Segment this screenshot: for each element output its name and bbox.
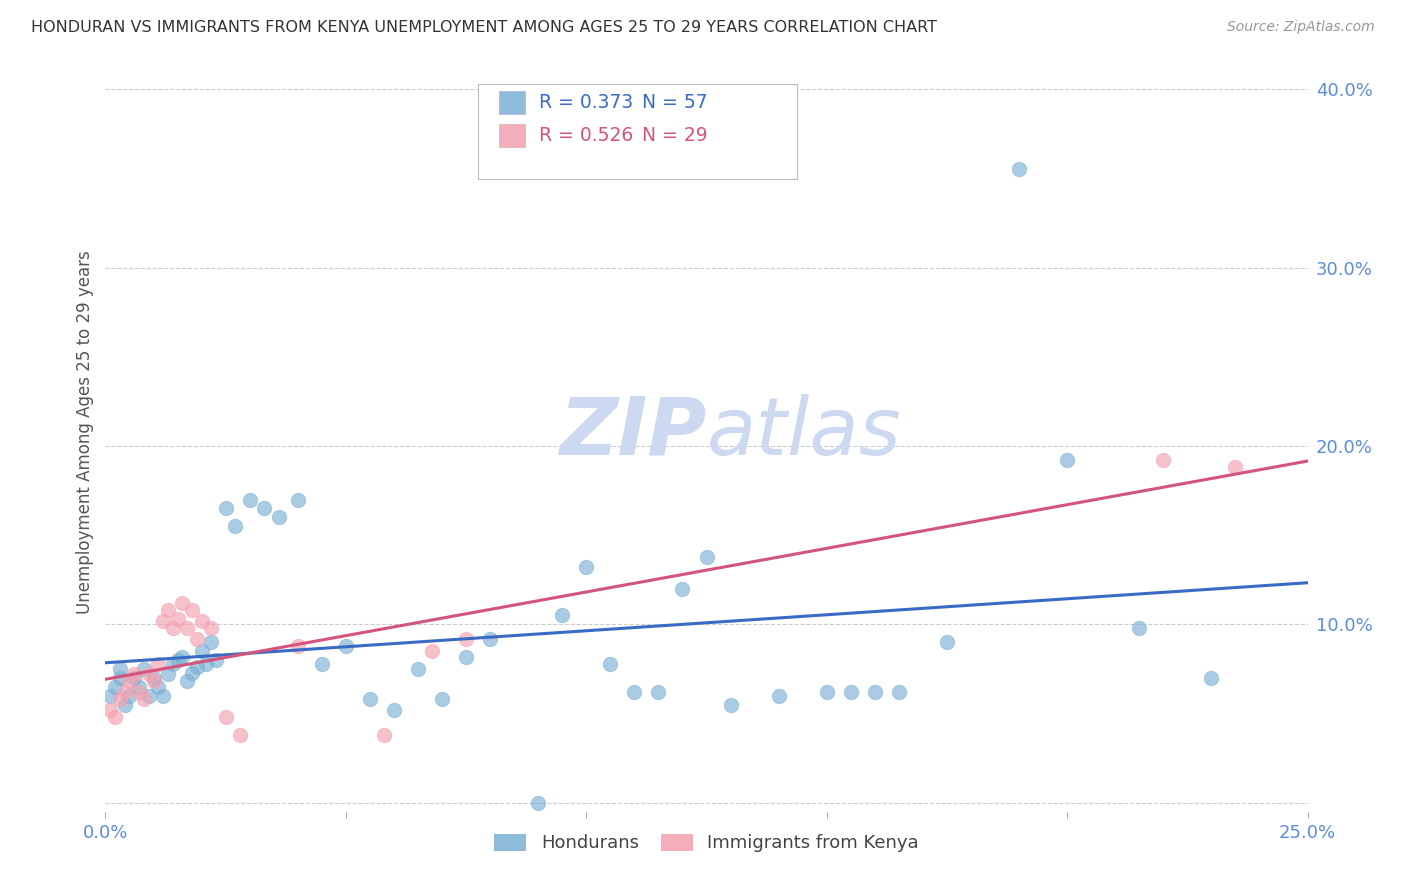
Point <box>214 710 236 724</box>
Y-axis label: Unemployment Among Ages 25 to 29 years: Unemployment Among Ages 25 to 29 years <box>76 251 94 615</box>
Text: N = 29: N = 29 <box>641 126 707 145</box>
Point <box>128 680 150 694</box>
Point <box>224 519 246 533</box>
Point <box>172 596 194 610</box>
Point <box>1008 162 1031 177</box>
Text: R = 0.526: R = 0.526 <box>540 126 634 145</box>
Point <box>186 632 208 646</box>
Point <box>454 649 477 664</box>
Point <box>108 671 131 685</box>
Point <box>422 644 444 658</box>
Point <box>200 635 222 649</box>
Point <box>104 680 127 694</box>
Point <box>720 698 742 712</box>
Point <box>253 501 276 516</box>
Point <box>162 657 184 671</box>
Point <box>936 635 959 649</box>
Text: HONDURAN VS IMMIGRANTS FROM KENYA UNEMPLOYMENT AMONG AGES 25 TO 29 YEARS CORRELA: HONDURAN VS IMMIGRANTS FROM KENYA UNEMPL… <box>31 20 936 35</box>
Point <box>551 608 574 623</box>
FancyBboxPatch shape <box>499 124 524 147</box>
Point <box>1152 453 1174 467</box>
Point <box>118 674 141 689</box>
Point <box>142 674 165 689</box>
Point <box>647 685 669 699</box>
Point <box>181 603 204 617</box>
Point <box>142 671 165 685</box>
Point <box>599 657 621 671</box>
Point <box>671 582 693 596</box>
Point <box>162 621 184 635</box>
Point <box>98 689 121 703</box>
Point <box>156 667 179 681</box>
Point <box>200 621 222 635</box>
Point <box>152 689 174 703</box>
Text: Source: ZipAtlas.com: Source: ZipAtlas.com <box>1227 20 1375 34</box>
Point <box>114 685 136 699</box>
Point <box>114 698 136 712</box>
Point <box>1201 671 1223 685</box>
Point <box>138 689 160 703</box>
Point <box>1225 460 1247 475</box>
Point <box>124 671 146 685</box>
Point <box>359 692 381 706</box>
Point <box>98 703 121 717</box>
Point <box>166 653 188 667</box>
Point <box>148 657 170 671</box>
Point <box>382 703 405 717</box>
Point <box>267 510 290 524</box>
Point <box>430 692 453 706</box>
Text: atlas: atlas <box>707 393 901 472</box>
Point <box>152 614 174 628</box>
Point <box>176 674 198 689</box>
Point <box>863 685 886 699</box>
Point <box>108 692 131 706</box>
Point <box>148 680 170 694</box>
Point <box>108 662 131 676</box>
Point <box>132 692 155 706</box>
Point <box>214 501 236 516</box>
Point <box>229 728 252 742</box>
Point <box>124 667 146 681</box>
Point <box>575 560 598 574</box>
Point <box>287 492 309 507</box>
FancyBboxPatch shape <box>478 84 797 178</box>
Point <box>138 667 160 681</box>
Point <box>696 549 718 564</box>
Point <box>190 644 212 658</box>
Point <box>118 689 141 703</box>
Point <box>479 632 502 646</box>
Point <box>335 639 357 653</box>
Point <box>373 728 395 742</box>
Text: R = 0.373: R = 0.373 <box>540 94 634 112</box>
Legend: Hondurans, Immigrants from Kenya: Hondurans, Immigrants from Kenya <box>486 826 927 860</box>
Point <box>132 662 155 676</box>
Text: ZIP: ZIP <box>560 393 707 472</box>
Point <box>454 632 477 646</box>
Point <box>166 612 188 626</box>
Point <box>1128 621 1150 635</box>
Point <box>311 657 333 671</box>
Point <box>172 649 194 664</box>
Point <box>190 614 212 628</box>
Point <box>239 492 262 507</box>
Point <box>186 660 208 674</box>
Point <box>128 685 150 699</box>
Point <box>887 685 910 699</box>
Point <box>156 603 179 617</box>
Text: N = 57: N = 57 <box>641 94 707 112</box>
Point <box>406 662 429 676</box>
Point <box>839 685 862 699</box>
FancyBboxPatch shape <box>499 92 524 114</box>
Point <box>623 685 645 699</box>
Point <box>181 665 204 680</box>
Point <box>815 685 838 699</box>
Point <box>205 653 228 667</box>
Point <box>195 657 218 671</box>
Point <box>527 796 550 810</box>
Point <box>104 710 127 724</box>
Point <box>287 639 309 653</box>
Point <box>768 689 790 703</box>
Point <box>1056 453 1078 467</box>
Point <box>176 621 198 635</box>
